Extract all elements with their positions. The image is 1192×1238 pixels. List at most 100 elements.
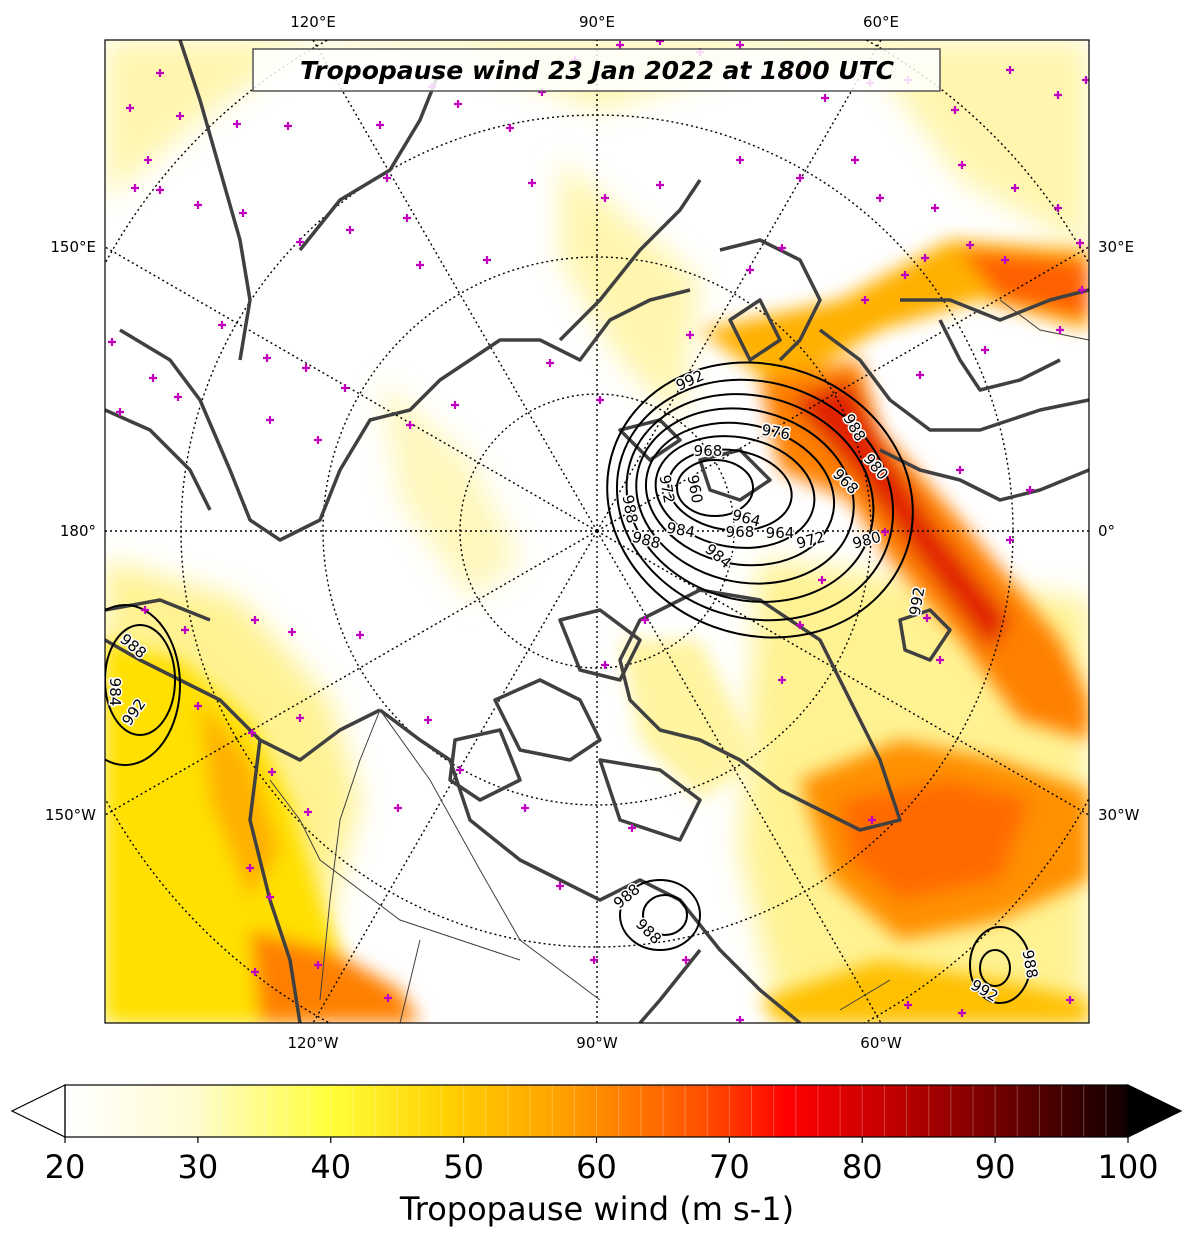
station-marker [156, 69, 164, 77]
station-marker [194, 702, 202, 710]
station-marker [341, 384, 349, 392]
station-marker [881, 528, 889, 536]
lon-label-0: 0° [1098, 522, 1115, 540]
station-marker [904, 1001, 912, 1009]
station-marker [356, 631, 364, 639]
pressure-contours [105, 361, 1031, 1004]
lon-label-30w: 30°W [1098, 806, 1140, 824]
lon-label-90w: 90°W [576, 1034, 618, 1052]
station-marker [736, 41, 744, 49]
station-marker [821, 94, 829, 102]
station-marker [958, 1009, 966, 1017]
lon-label-90e: 90°E [579, 13, 615, 31]
station-marker [383, 174, 391, 182]
station-marker [394, 804, 402, 812]
station-marker [174, 393, 182, 401]
colorbar-tick-label: 50 [443, 1148, 484, 1186]
station-marker [304, 808, 312, 816]
station-marker [923, 614, 931, 622]
station-marker [778, 244, 786, 252]
station-marker [590, 956, 598, 964]
station-marker [796, 621, 804, 629]
station-marker [181, 626, 189, 634]
station-marker [384, 994, 392, 1002]
station-marker [403, 214, 411, 222]
station-marker [851, 156, 859, 164]
colorbar-tick-label: 70 [709, 1148, 750, 1186]
station-marker [251, 616, 259, 624]
contour-label: 968 [694, 442, 723, 460]
station-marker [1054, 91, 1062, 99]
map-title: Tropopause wind 23 Jan 2022 at 1800 UTC [300, 56, 895, 85]
contour-label: 964 [766, 524, 795, 542]
station-marker [601, 661, 609, 669]
station-marker [546, 359, 554, 367]
station-marker [936, 656, 944, 664]
map-frame [104, 39, 1090, 1024]
station-marker [528, 179, 536, 187]
station-marker [901, 271, 909, 279]
station-marker [1054, 204, 1062, 212]
colorbar-tick-label: 30 [178, 1148, 219, 1186]
station-marker [454, 100, 462, 108]
contour-label: 984 [106, 678, 124, 707]
contour-label: 968 [726, 523, 755, 541]
station-marker [1006, 66, 1014, 74]
station-marker [314, 961, 322, 969]
station-marker [958, 161, 966, 169]
station-marker [288, 628, 296, 636]
longitude-labels: 120°E 90°E 60°E 120°W 90°W 60°W 150°E 18… [45, 13, 1140, 1052]
station-marker [116, 408, 124, 416]
station-marker [296, 714, 304, 722]
station-marker [686, 331, 694, 339]
lon-label-120w: 120°W [288, 1034, 339, 1052]
station-marker [778, 676, 786, 684]
station-marker [263, 354, 271, 362]
colorbar-extend-low [10, 1084, 66, 1138]
coastlines [105, 40, 1089, 1023]
colorbar-label: Tropopause wind (m s-1) [399, 1190, 794, 1228]
lon-label-30e: 30°E [1098, 238, 1134, 256]
station-marker [248, 729, 256, 737]
station-marker [406, 421, 414, 429]
station-marker [1011, 184, 1019, 192]
colorbar-tick-label: 40 [310, 1148, 351, 1186]
station-marker [176, 112, 184, 120]
station-marker [616, 41, 624, 49]
station-marker [506, 124, 514, 132]
left-low-contour [105, 624, 176, 736]
station-marker [131, 184, 139, 192]
station-marker [218, 321, 226, 329]
station-marker [736, 156, 744, 164]
lon-label-150e: 150°E [50, 238, 96, 256]
colorbar: 20 30 40 50 60 70 80 90 100 Tropopause wind (m s… [10, 1084, 1183, 1228]
station-marker [966, 241, 974, 249]
station-marker [951, 106, 959, 114]
lon-label-150w: 150°W [45, 806, 96, 824]
colorbar-ticks: 20 30 40 50 60 70 80 90 100 [45, 1137, 1159, 1186]
station-marker [1006, 536, 1014, 544]
station-marker [861, 296, 869, 304]
lon-label-60e: 60°E [863, 13, 899, 31]
station-marker [456, 766, 464, 774]
station-marker [1056, 326, 1064, 334]
station-marker [141, 606, 149, 614]
station-marker [296, 238, 304, 246]
station-marker [916, 371, 924, 379]
station-marker [818, 576, 826, 584]
station-marker [931, 204, 939, 212]
station-marker [314, 436, 322, 444]
station-marker [144, 156, 152, 164]
station-marker [266, 416, 274, 424]
colorbar-extend-high [1127, 1084, 1183, 1138]
station-marker [416, 261, 424, 269]
station-marker [483, 256, 491, 264]
station-marker [981, 346, 989, 354]
station-marker [601, 194, 609, 202]
station-marker [251, 968, 259, 976]
colorbar-tick-label: 90 [975, 1148, 1016, 1186]
colorbar-fill [65, 1085, 1128, 1137]
station-marker [268, 768, 276, 776]
